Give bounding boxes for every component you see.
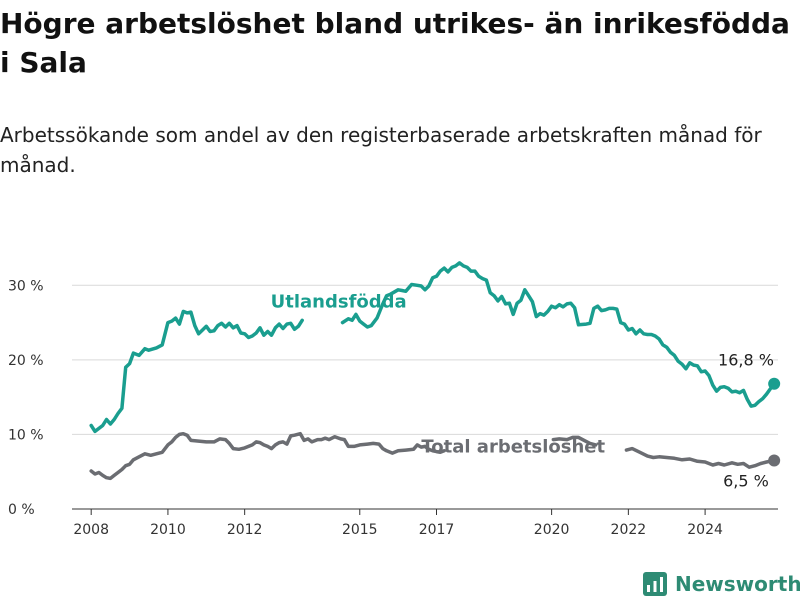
series-name-label-1: Total arbetslöshet — [421, 436, 605, 457]
x-tick-label: 2012 — [227, 522, 263, 538]
series-line-1 — [89, 431, 776, 481]
y-tick-label: 20 % — [8, 353, 44, 369]
series-end-label-1: 6,5 % — [723, 472, 769, 491]
series-end-point-0 — [768, 377, 781, 390]
y-tick-label: 0 % — [8, 502, 35, 518]
x-tick-label: 2015 — [342, 522, 378, 538]
x-tick-label: 2020 — [534, 522, 570, 538]
newsworthy-logo[interactable]: Newsworthy — [643, 566, 800, 602]
axes: 0 % 10 % 20 % 30 % 2008 2010 2012 2015 2017 2020 2… — [8, 278, 778, 538]
x-tick-label: 2022 — [611, 522, 647, 538]
series-line-0 — [89, 261, 776, 434]
series-name-label-0: Utlandsfödda — [271, 292, 407, 313]
y-tick-label: 10 % — [8, 427, 44, 443]
x-tick-label: 2010 — [150, 522, 186, 538]
newsworthy-logo-icon — [643, 572, 667, 596]
series-end-label-0: 16,8 % — [718, 351, 774, 370]
chart-title: Högre arbetslöshet bland utrikes- än inr… — [0, 7, 790, 79]
series-lines — [89, 261, 781, 481]
x-tick-label: 2024 — [687, 522, 723, 538]
series-labels: 16,8 % 6,5 % Utlandsfödda Total arbetslöshe… — [271, 292, 774, 491]
grid-lines — [72, 284, 778, 435]
chart-subtitle: Arbetssökande som andel av den registerb… — [0, 123, 762, 177]
x-tick-label: 2017 — [419, 522, 455, 538]
x-tick-label: 2008 — [73, 522, 109, 538]
newsworthy-brand-name: Newsworthy — [675, 572, 800, 596]
y-tick-label: 30 % — [8, 278, 44, 294]
series-end-point-1 — [768, 454, 781, 467]
